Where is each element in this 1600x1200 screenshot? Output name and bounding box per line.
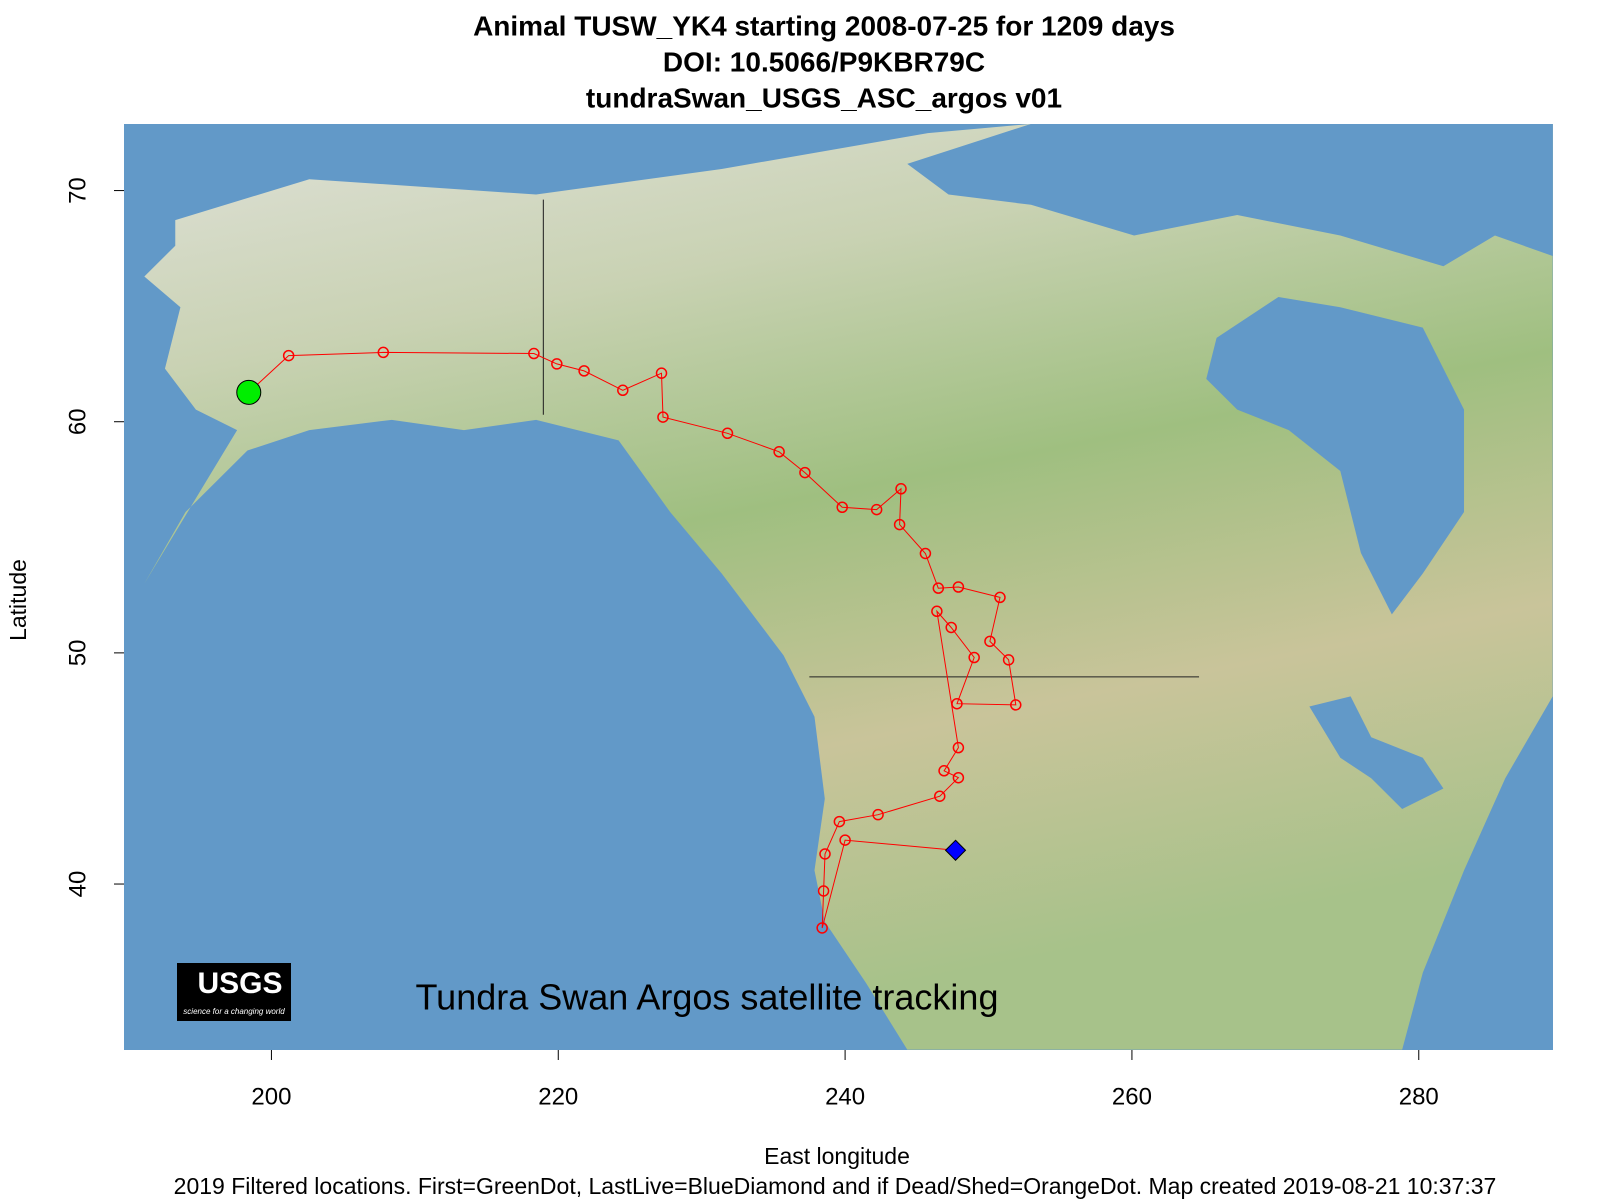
logo: USGS science for a changing world xyxy=(177,963,291,1021)
location-point xyxy=(617,384,629,397)
location-point xyxy=(551,358,563,370)
x-tick-label: 220 xyxy=(538,1083,578,1110)
x-axis-label: East longitude xyxy=(764,1143,910,1169)
y-tick-label: 70 xyxy=(64,177,91,204)
location-point xyxy=(578,365,590,377)
location-point xyxy=(952,771,965,784)
title: DOI: 10.5066/P9KBR79C xyxy=(663,46,985,77)
land xyxy=(144,124,1553,1050)
location-point xyxy=(931,605,943,618)
location-point xyxy=(895,483,907,495)
location-point xyxy=(951,697,963,710)
location-point xyxy=(994,591,1006,604)
y-tick-label: 40 xyxy=(64,871,91,898)
location-point xyxy=(377,346,390,359)
location-point xyxy=(872,808,884,821)
location-point xyxy=(945,621,957,634)
location-point xyxy=(893,518,906,531)
location-point xyxy=(833,815,846,828)
location-point xyxy=(817,885,830,897)
footnote: 2019 Filtered locations. First=GreenDot,… xyxy=(174,1173,1497,1199)
track-layer xyxy=(236,346,1022,934)
arctic-water xyxy=(907,124,1553,267)
location-point xyxy=(952,741,965,754)
location-point xyxy=(816,922,828,934)
location-point xyxy=(282,349,295,362)
location-point xyxy=(836,501,848,514)
title: tundraSwan_USGS_ASC_argos v01 xyxy=(586,82,1062,113)
location-point xyxy=(938,765,950,777)
location-point xyxy=(721,427,734,440)
hudson-bay xyxy=(1206,296,1465,615)
title: Animal TUSW_YK4 starting 2008-07-25 for … xyxy=(473,10,1175,41)
location-point xyxy=(919,547,932,560)
location-point xyxy=(1010,699,1022,711)
x-tick-label: 260 xyxy=(1112,1083,1152,1110)
location-point xyxy=(1002,654,1015,666)
annotation: Tundra Swan Argos satellite tracking xyxy=(416,977,999,1018)
y-tick-label: 50 xyxy=(64,640,91,667)
location-point xyxy=(528,347,540,360)
location-point xyxy=(984,635,996,648)
logo-tagline: science for a changing world xyxy=(183,1007,285,1016)
location-point xyxy=(657,411,669,423)
location-point xyxy=(773,446,785,458)
y-tick-label: 60 xyxy=(64,408,91,435)
location-point xyxy=(870,503,883,516)
logo-box xyxy=(177,963,291,1021)
track-line xyxy=(248,351,1017,929)
location-point xyxy=(655,367,668,379)
logo-text: USGS xyxy=(197,967,282,1000)
location-point xyxy=(952,581,965,593)
location-point xyxy=(819,848,831,860)
x-tick-label: 200 xyxy=(251,1083,291,1110)
y-axis-label: Latitude xyxy=(5,559,31,641)
last-location xyxy=(944,839,967,861)
location-point xyxy=(799,466,811,479)
map-background xyxy=(124,124,1553,1050)
location-point xyxy=(932,582,945,594)
location-point xyxy=(968,651,980,664)
x-tick-label: 280 xyxy=(1399,1083,1439,1110)
great-lakes xyxy=(1309,696,1444,809)
location-point xyxy=(934,790,946,802)
first-location xyxy=(236,379,262,405)
x-tick-label: 240 xyxy=(825,1083,865,1110)
location-point xyxy=(839,834,851,846)
